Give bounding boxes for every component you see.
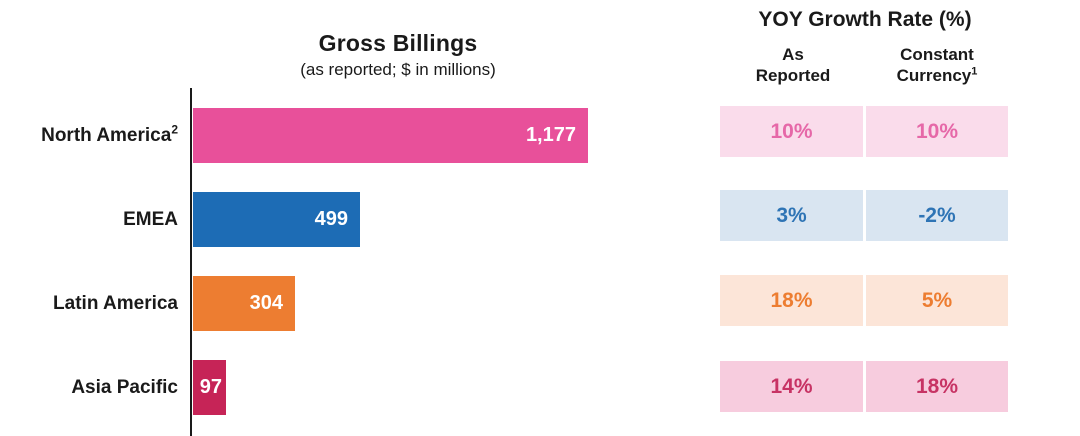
chart-title: Gross Billings [318, 30, 478, 56]
bar-value-label: 304 [249, 292, 283, 314]
yoy-value: 18% [915, 375, 959, 398]
col-header-line: Reported [755, 66, 831, 85]
bar-row-asia-pacific: Asia Pacific 97 [0, 360, 700, 415]
yoy-cell-constant-currency-emea: -2% [866, 190, 1008, 241]
category-label-text: EMEA [123, 209, 178, 230]
yoy-value: -2% [918, 204, 956, 227]
col-header-as-reported: As Reported [723, 44, 863, 86]
bar-row-latin-america: Latin America 304 [0, 276, 700, 331]
category-label-north-america: North America2 [0, 108, 178, 163]
bar-value-label: 1,177 [525, 124, 576, 146]
yoy-value: 18% [770, 289, 813, 312]
chart-subtitle: (as reported; $ in millions) [300, 60, 496, 79]
bar-latin-america: 304 [193, 276, 295, 331]
category-label-emea: EMEA [0, 192, 178, 247]
bar-value-label: 499 [314, 208, 348, 230]
bar-row-emea: EMEA 499 [0, 192, 700, 247]
yoy-value: 10% [915, 120, 959, 143]
bar-row-north-america: North America2 1,177 [0, 108, 700, 163]
category-label-text: Asia Pacific [71, 377, 178, 398]
yoy-table-title: YOY Growth Rate (%) [758, 8, 972, 31]
col-header-line: Currency1 [867, 65, 1007, 86]
yoy-value: 3% [776, 204, 807, 227]
yoy-cell-as-reported-north-america: 10% [720, 106, 863, 157]
yoy-cell-as-reported-asia-pacific: 14% [720, 361, 863, 412]
category-label-latin-america: Latin America [0, 276, 178, 331]
yoy-cell-constant-currency-north-america: 10% [866, 106, 1008, 157]
col-header-line: As [782, 45, 804, 64]
col-header-line-text: Currency [896, 66, 972, 85]
yoy-cell-as-reported-latin-america: 18% [720, 275, 863, 326]
col-header-line: Constant [900, 45, 974, 64]
category-label-asia-pacific: Asia Pacific [0, 360, 178, 415]
bar-asia-pacific: 97 [193, 360, 226, 415]
y-axis-line [190, 88, 192, 436]
footnote-marker: 2 [171, 122, 178, 137]
category-label-text: Latin America [53, 293, 178, 314]
col-header-constant-currency: Constant Currency1 [867, 44, 1007, 86]
category-label-text: North America [41, 125, 172, 146]
bar-emea: 499 [193, 192, 360, 247]
yoy-cell-constant-currency-latin-america: 5% [866, 275, 1008, 326]
yoy-cell-constant-currency-asia-pacific: 18% [866, 361, 1008, 412]
bar-north-america: 1,177 [193, 108, 588, 163]
bar-value-label: 97 [199, 376, 222, 398]
yoy-value: 5% [921, 289, 953, 312]
footnote-marker: 1 [971, 65, 978, 78]
chart-title-block: Gross Billings (as reported; $ in millio… [198, 30, 598, 80]
yoy-cell-as-reported-emea: 3% [720, 190, 863, 241]
yoy-value: 10% [770, 120, 813, 143]
yoy-value: 14% [770, 375, 813, 398]
